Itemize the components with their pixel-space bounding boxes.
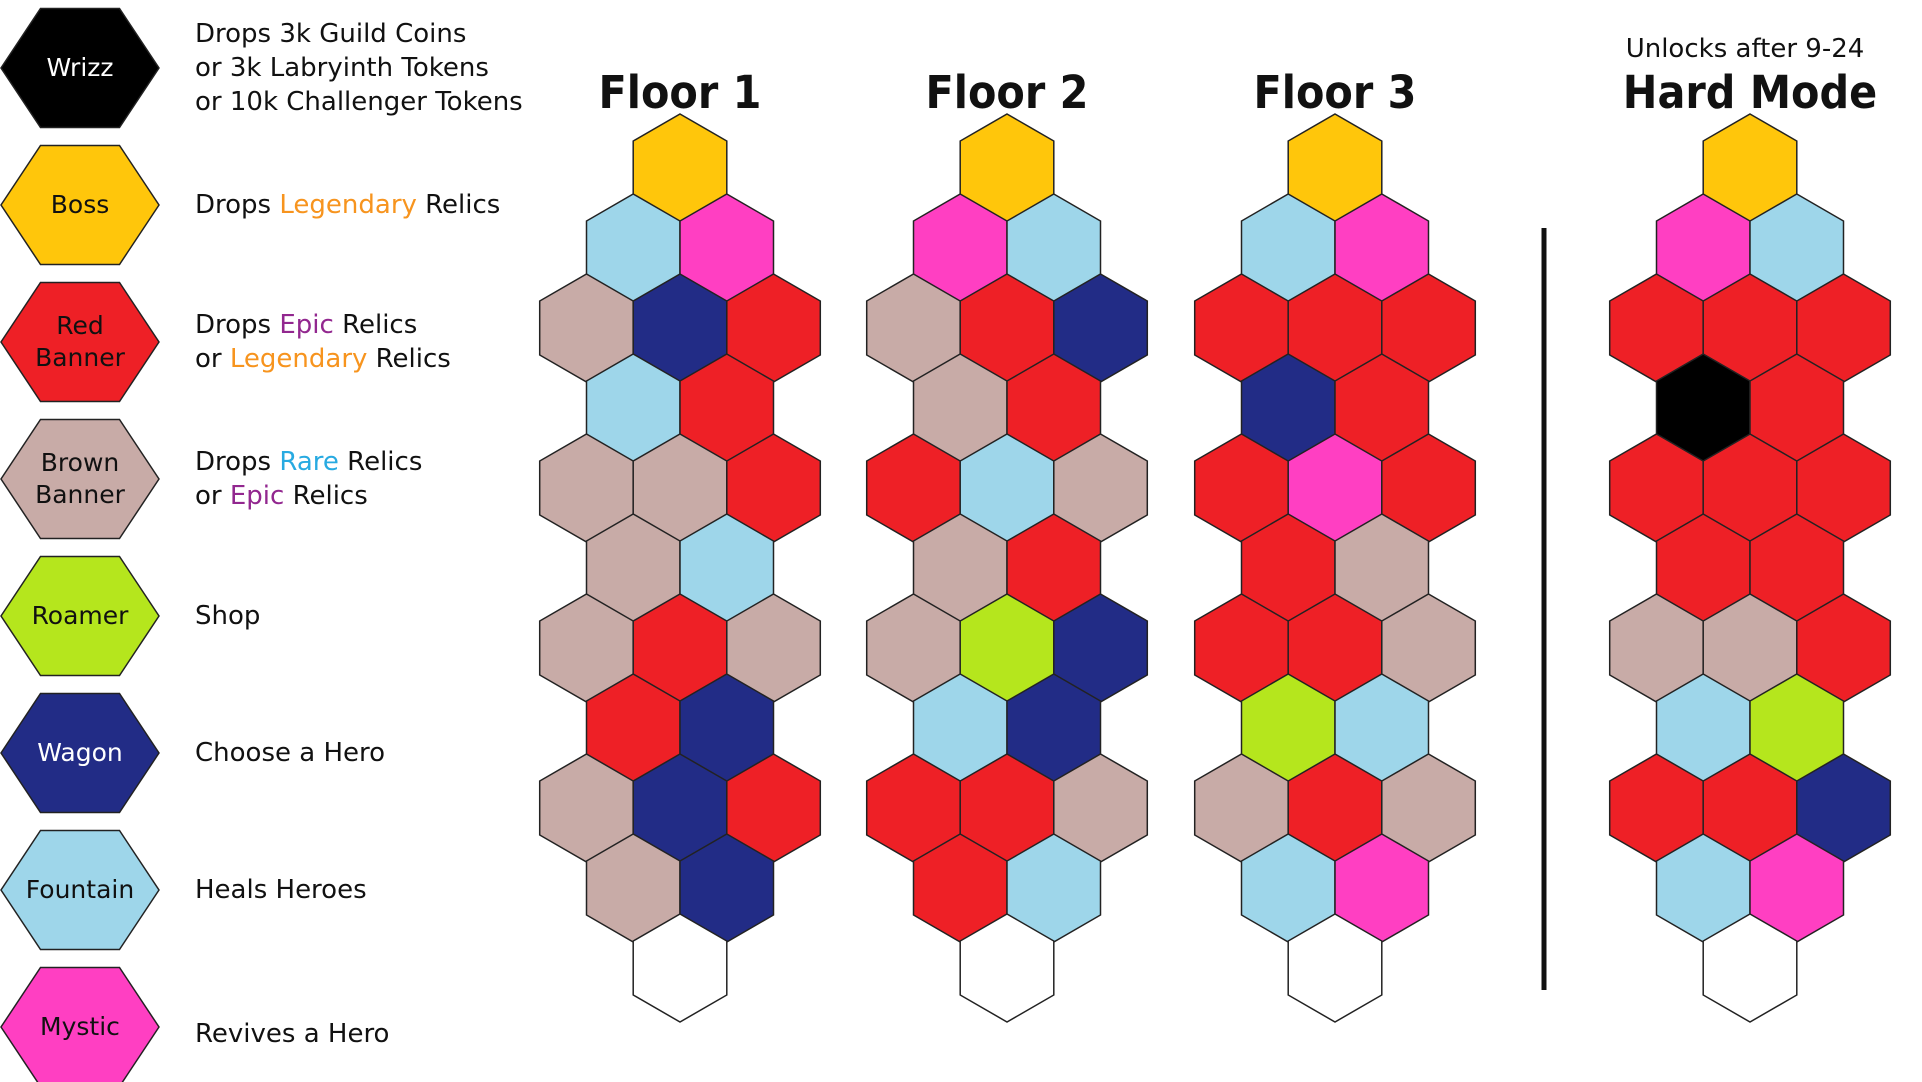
- legend-label-mystic: Mystic: [40, 1012, 120, 1041]
- tile-b4-r11-c1: [1702, 913, 1798, 1023]
- legend-desc-wrizz: Drops 3k Guild Coins or 3k Labryinth Toke…: [195, 19, 523, 117]
- board-2: [865, 113, 1149, 1023]
- legend-hex-mystic: [0, 966, 160, 1082]
- floor-3-title: Floor 3: [1253, 66, 1417, 119]
- legend-label-boss: Boss: [50, 190, 110, 219]
- legend-hex-fountain: [0, 829, 160, 951]
- hard-mode-title: Hard Mode: [1622, 66, 1878, 119]
- legend-panel: Wrizz Drops 3k Guild Coins or 3k Labryinth…: [0, 0, 523, 1082]
- legend-desc-mystic: Revives a Hero: [195, 1019, 390, 1049]
- legend-desc-wagon: Choose a Hero: [195, 738, 386, 768]
- legend-desc-boss: Drops Legendary Relics: [195, 190, 501, 220]
- legend-label-fountain: Fountain: [25, 875, 135, 904]
- legend-hex-brown-banner: [0, 418, 160, 540]
- legend-label-red-banner: Red Banner: [35, 311, 125, 372]
- legend-hex-red-banner: [0, 281, 160, 403]
- legend-label-wrizz: Wrizz: [46, 53, 114, 82]
- legend-desc-fountain: Heals Heroes: [195, 875, 367, 905]
- board-3: [1193, 113, 1477, 1023]
- legend-hex-roamer: [0, 555, 160, 677]
- tile-b1-r11-c1: [632, 913, 728, 1023]
- legend-desc-roamer: Shop: [195, 601, 261, 631]
- hard-mode-subtitle: Unlocks after 9-24: [1625, 34, 1865, 64]
- legend-label-roamer: Roamer: [31, 601, 129, 630]
- legend-label-wagon: Wagon: [37, 738, 123, 767]
- tile-b2-r11-c1: [959, 913, 1055, 1023]
- legend-desc-brown-banner: Drops Rare Relics or Epic Relics: [195, 447, 423, 511]
- legend-hexes: [0, 7, 160, 1082]
- floor-2-title: Floor 2: [925, 66, 1089, 119]
- board-4: [1608, 113, 1892, 1023]
- legend-desc-red-banner: Drops Epic Relics or Legendary Relics: [195, 310, 451, 374]
- floor-1-title: Floor 1: [598, 66, 762, 119]
- legend-hex-wrizz: [0, 7, 160, 129]
- legend-label-brown-banner: Brown Banner: [35, 448, 125, 509]
- legend-hex-wagon: [0, 692, 160, 814]
- legend-hex-boss: [0, 144, 160, 266]
- tile-b3-r11-c1: [1287, 913, 1383, 1023]
- board-1: [538, 113, 822, 1023]
